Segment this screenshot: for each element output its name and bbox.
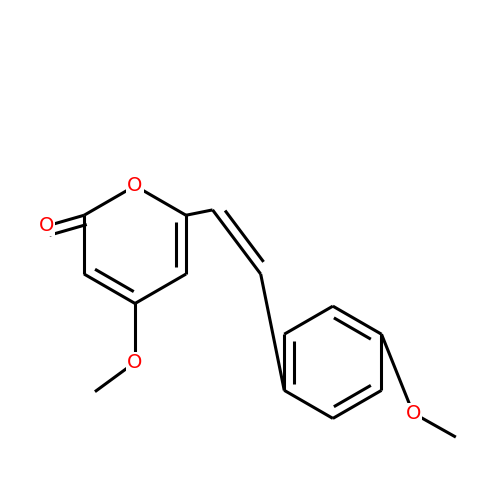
Text: O: O [128, 176, 142, 196]
Text: O: O [128, 353, 142, 372]
Text: O: O [406, 404, 421, 422]
Text: O: O [39, 216, 54, 236]
